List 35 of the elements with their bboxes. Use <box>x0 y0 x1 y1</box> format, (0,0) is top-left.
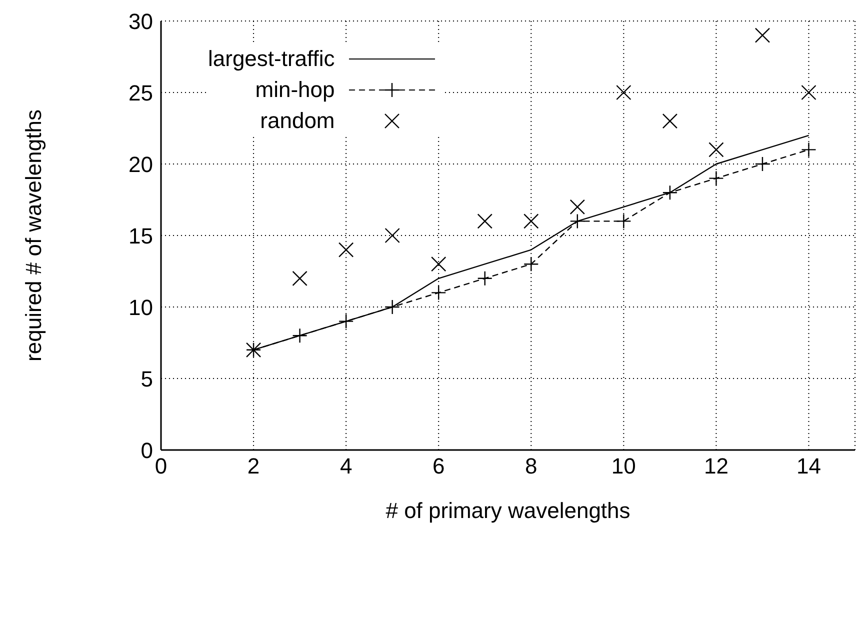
x-tick-label: 2 <box>247 454 260 479</box>
x-tick-label: 14 <box>796 454 821 479</box>
point <box>708 142 724 158</box>
point <box>570 199 585 214</box>
point <box>662 114 678 129</box>
x-axis-title: # of primary wavelengths <box>386 498 630 523</box>
y-axis-title: required # of wavelengths <box>20 110 46 362</box>
point <box>384 228 400 244</box>
x-tick-label: 6 <box>432 454 445 479</box>
legend-label: random <box>260 107 335 135</box>
point <box>754 156 770 172</box>
point <box>292 270 308 286</box>
y-tick-label: 30 <box>128 8 153 34</box>
point <box>662 185 678 200</box>
y-tick-label: 10 <box>128 294 153 320</box>
y-tick-label: 25 <box>128 80 153 106</box>
x-tick-label: 12 <box>704 454 728 479</box>
point <box>616 84 632 100</box>
x-tick-label: 8 <box>525 454 538 479</box>
y-tick-label: 5 <box>140 366 153 392</box>
point <box>338 314 354 329</box>
point <box>801 84 816 100</box>
y-tick-label: 20 <box>128 152 153 177</box>
y-tick-label: 0 <box>140 438 153 463</box>
y-tick-label: 15 <box>128 223 153 248</box>
point <box>338 242 354 258</box>
point <box>431 256 446 272</box>
point <box>754 28 770 43</box>
legend-label: largest-traffic <box>208 45 335 73</box>
x-tick-label: 10 <box>611 454 636 479</box>
legend-label: min-hop <box>255 76 335 104</box>
point <box>524 214 539 229</box>
point <box>477 214 492 229</box>
x-tick-label: 4 <box>340 454 352 479</box>
point <box>801 142 816 158</box>
